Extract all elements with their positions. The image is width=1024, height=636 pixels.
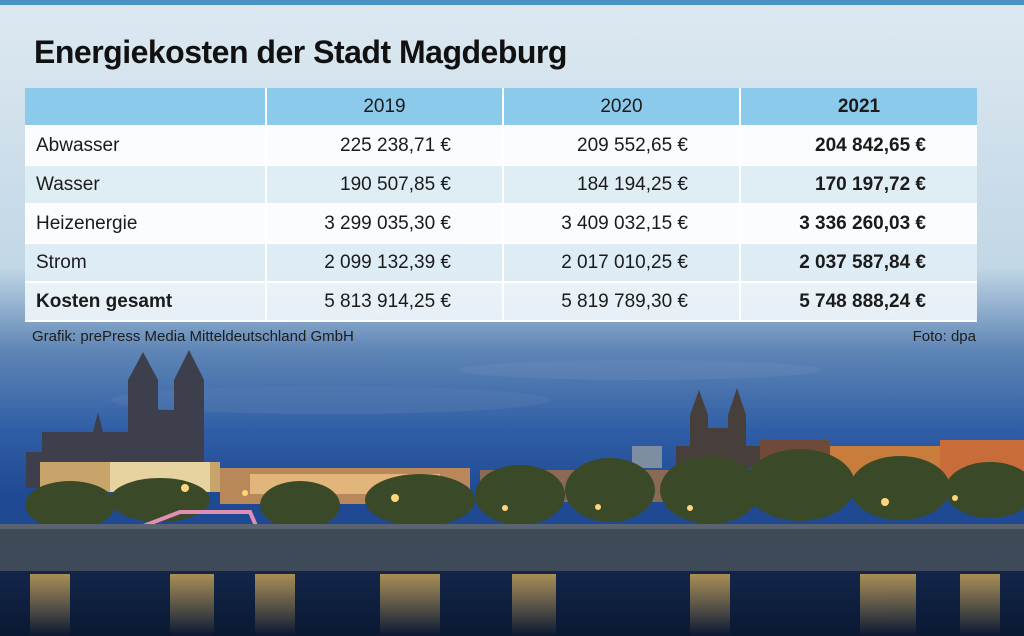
chart-title: Energiekosten der Stadt Magdeburg	[34, 34, 567, 70]
row-label: Abwasser	[25, 126, 267, 165]
table-row: Heizenergie 3 299 035,30 € 3 409 032,15 …	[25, 204, 977, 243]
header-cell-2021: 2021	[740, 88, 977, 127]
table-row: Abwasser 225 238,71 € 209 552,65 € 204 8…	[25, 126, 977, 165]
table-cell: 3 299 035,30 €	[266, 204, 504, 243]
table-cell: 184 194,25 €	[503, 165, 741, 204]
table-cell: 190 507,85 €	[266, 165, 504, 204]
source-credit: Grafik: prePress Media Mitteldeutschland…	[32, 328, 354, 345]
row-label: Heizenergie	[25, 204, 267, 243]
table-cell: 5 748 888,24 €	[740, 282, 977, 321]
table-row-total: Kosten gesamt 5 813 914,25 € 5 819 789,3…	[25, 282, 977, 321]
table-cell: 170 197,72 €	[740, 165, 977, 204]
table-cell: 5 819 789,30 €	[503, 282, 741, 321]
table-cell: 209 552,65 €	[503, 126, 741, 165]
table-row: Wasser 190 507,85 € 184 194,25 € 170 197…	[25, 165, 977, 204]
table-cell: 5 813 914,25 €	[266, 282, 504, 321]
header-cell-2020: 2020	[503, 88, 741, 127]
photo-credit: Foto: dpa	[912, 328, 976, 345]
table-cell: 225 238,71 €	[266, 126, 504, 165]
table-cell: 2 017 010,25 €	[503, 243, 741, 282]
table-cell: 204 842,65 €	[740, 126, 977, 165]
row-label: Strom	[25, 243, 267, 282]
row-label: Kosten gesamt	[25, 282, 267, 321]
header-cell-empty	[25, 88, 267, 127]
table-header-row: 2019 2020 2021	[25, 88, 977, 127]
table-row: Strom 2 099 132,39 € 2 017 010,25 € 2 03…	[25, 243, 977, 282]
table-cell: 3 409 032,15 €	[503, 204, 741, 243]
header-cell-2019: 2019	[266, 88, 504, 127]
table-cell: 2 037 587,84 €	[740, 243, 977, 282]
energy-cost-table: 2019 2020 2021 Abwasser 225 238,71 € 209…	[25, 88, 977, 322]
table-cell: 2 099 132,39 €	[266, 243, 504, 282]
table-cell: 3 336 260,03 €	[740, 204, 977, 243]
top-accent-bar	[0, 0, 1024, 5]
row-label: Wasser	[25, 165, 267, 204]
